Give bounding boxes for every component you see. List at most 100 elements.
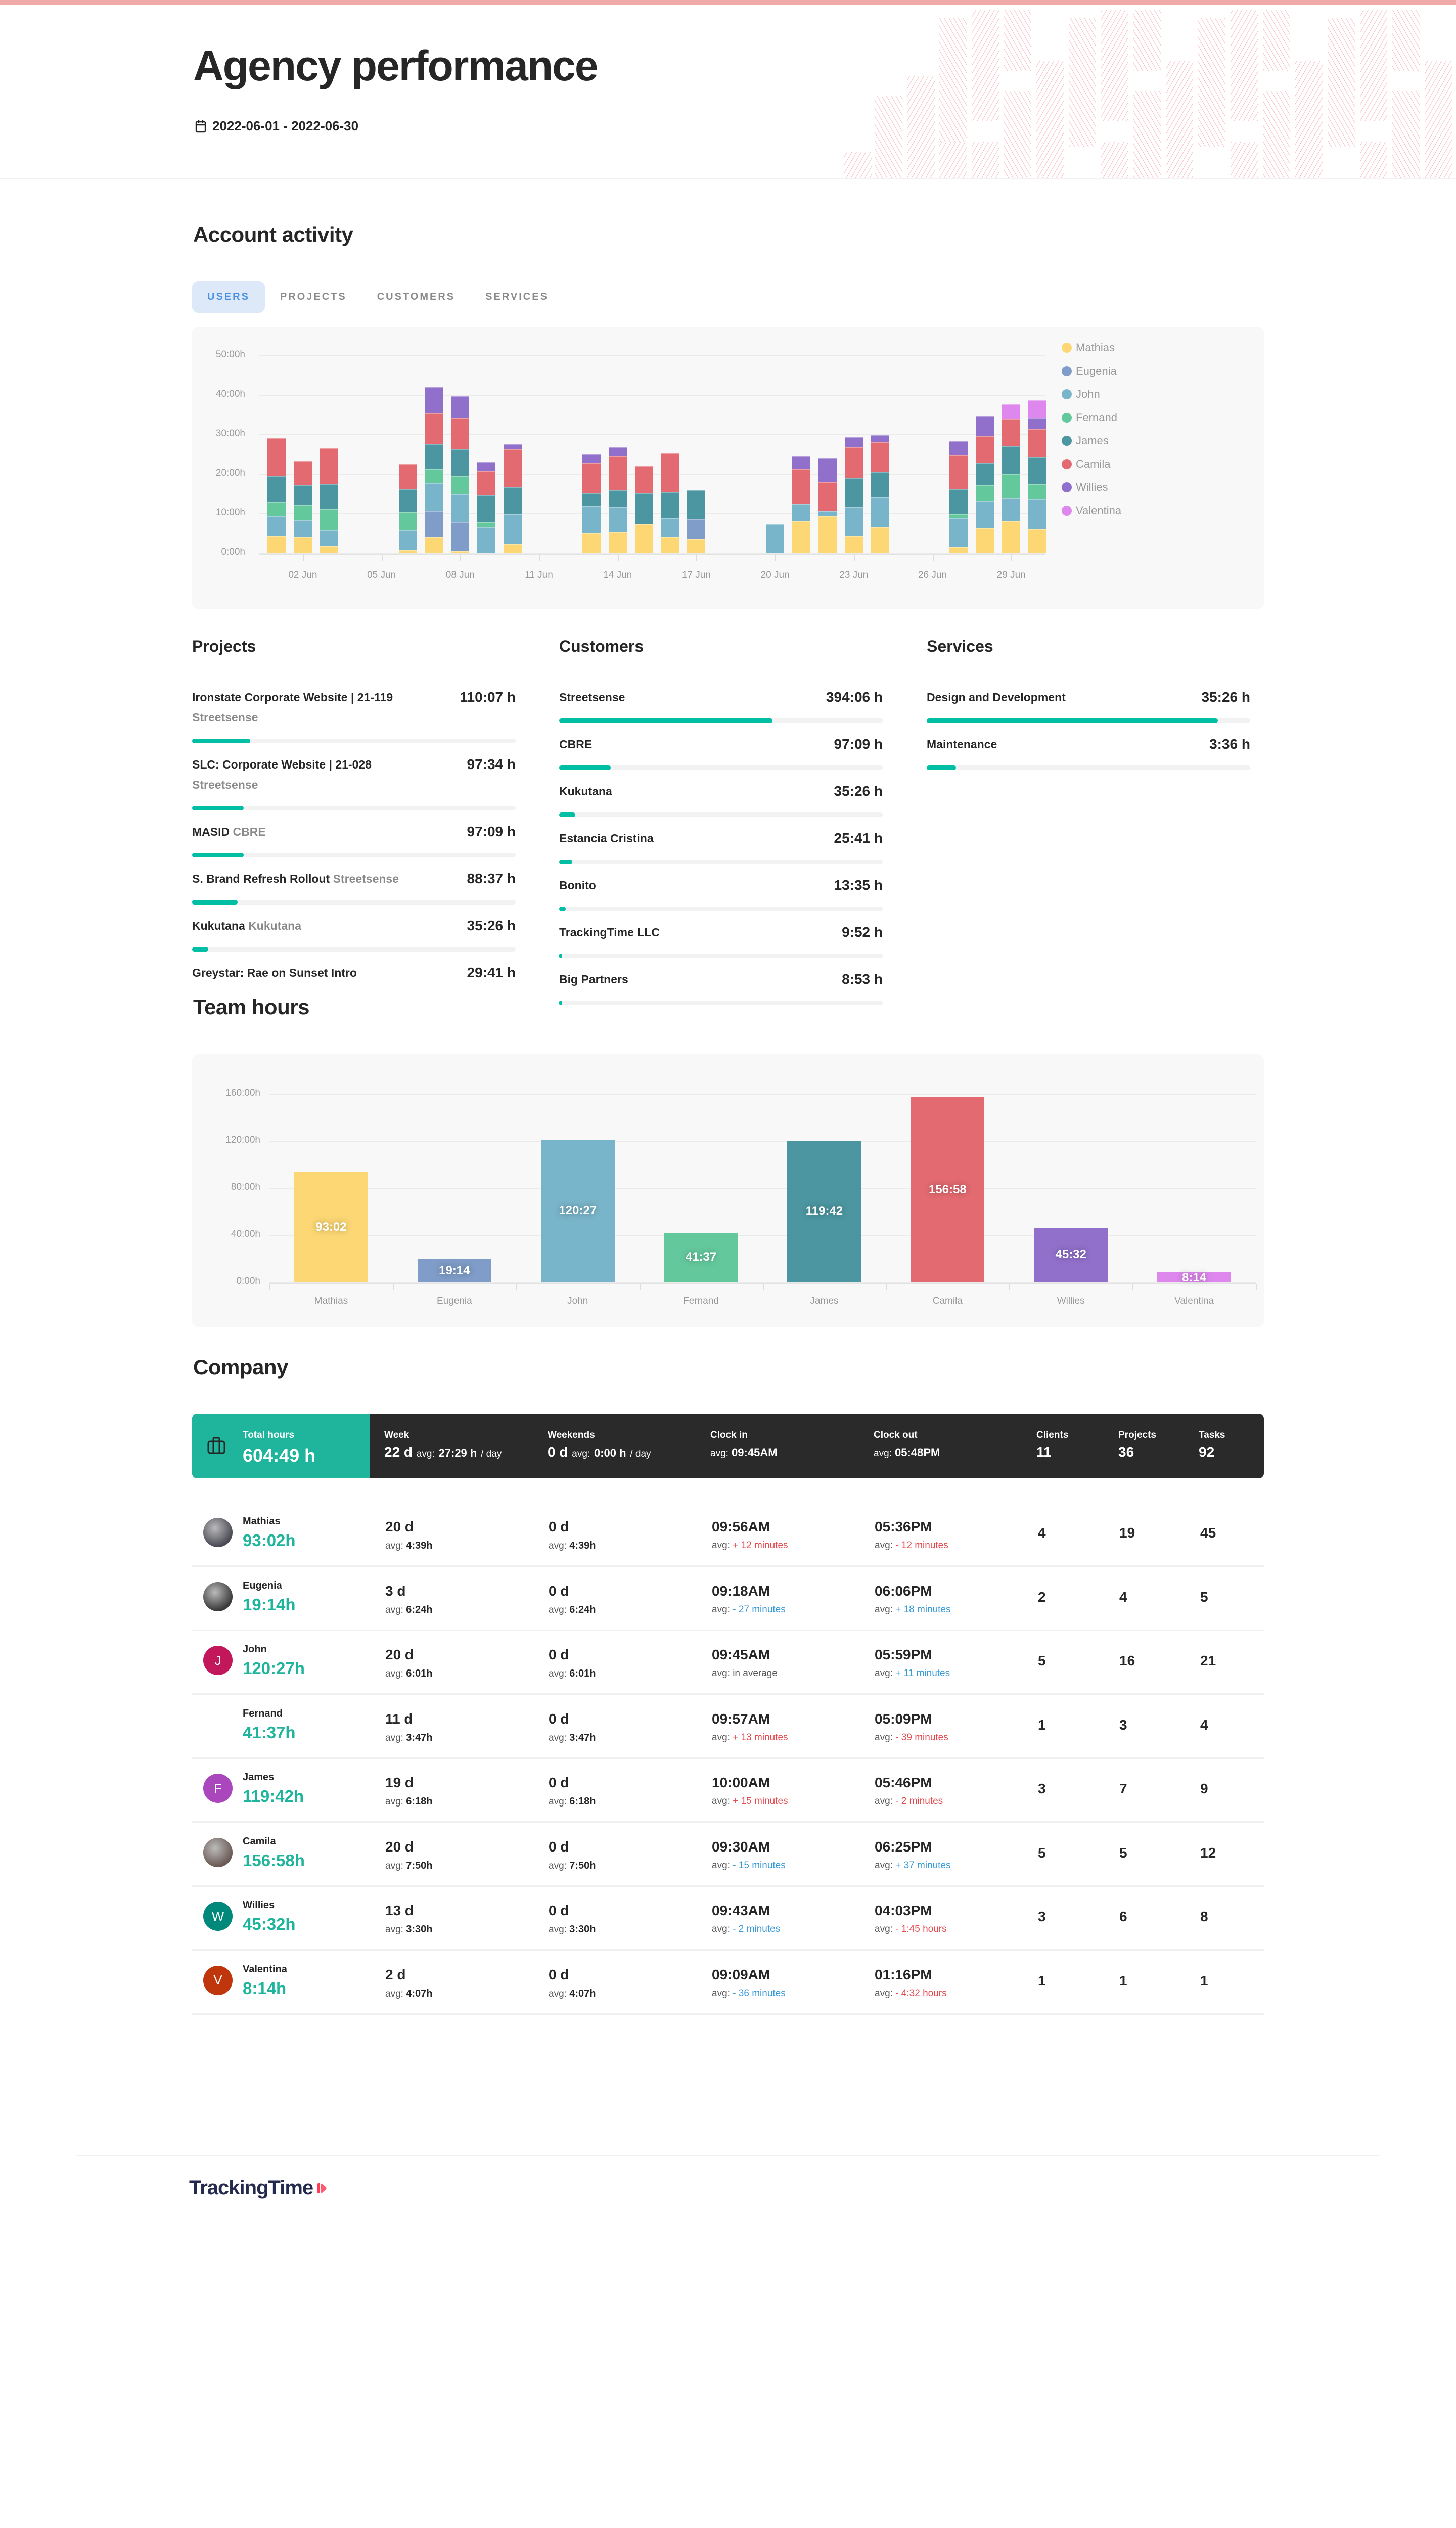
avg-value: 6:01h	[569, 1668, 596, 1679]
date-range[interactable]: 2022-06-01 - 2022-06-30	[195, 118, 358, 134]
stacked-bar[interactable]	[766, 524, 785, 553]
stacked-bar[interactable]	[451, 396, 470, 553]
bar-segment-fernand	[1028, 484, 1047, 499]
projects-list-item[interactable]: SLC: Corporate Website | 21-028 Streetse…	[192, 754, 516, 810]
projects-list-item[interactable]: Kukutana Kukutana 35:26 h	[192, 916, 516, 952]
stacked-bar[interactable]	[818, 458, 837, 553]
legend-item-valentina[interactable]: Valentina	[1062, 499, 1121, 522]
avg-prefix: avg:	[712, 1540, 733, 1551]
avg-value: 7:50h	[406, 1860, 433, 1871]
user-clients-count: 2	[1038, 1589, 1046, 1605]
stacked-bar[interactable]	[976, 416, 994, 553]
user-row[interactable]: W Willies 45:32h 13 d avg: 3:30h 0 d avg: 3:30…	[192, 1885, 1264, 1951]
team-bar-camila[interactable]	[911, 1097, 985, 1282]
legend-item-eugenia[interactable]: Eugenia	[1062, 359, 1121, 383]
user-row[interactable]: Camila 156:58h 20 d avg: 7:50h 0 d avg: 7:50h…	[192, 1822, 1264, 1887]
progress-track	[192, 806, 516, 810]
team-bar-james[interactable]	[787, 1141, 861, 1282]
stacked-bar[interactable]	[687, 490, 706, 553]
user-row[interactable]: J John 120:27h 20 d avg: 6:01h 0 d avg: 6:01h 0…	[192, 1630, 1264, 1695]
customers-list-item[interactable]: Estancia Cristina 25:41 h	[559, 828, 883, 864]
weekends-avg: 0:00 h	[594, 1447, 626, 1459]
customers-list-item[interactable]: TrackingTime LLC 9:52 h	[559, 922, 883, 958]
legend-label: Fernand	[1076, 411, 1117, 424]
stacked-bar[interactable]	[844, 436, 863, 553]
avatar-letter: F	[214, 1780, 222, 1796]
x-axis-tick: 14 Jun	[603, 570, 632, 580]
bar-segment-willies	[792, 456, 810, 469]
stacked-bar[interactable]	[634, 466, 653, 553]
user-name: Fernand	[243, 1707, 283, 1719]
progress-fill	[559, 765, 611, 770]
avg-value: 6:24h	[569, 1604, 596, 1615]
progress-track	[192, 853, 516, 857]
stacked-bar[interactable]	[661, 453, 679, 553]
stacked-bar[interactable]	[949, 441, 968, 553]
customers-list-item[interactable]: Bonito 13:35 h	[559, 875, 883, 911]
legend-label: James	[1076, 434, 1109, 447]
item-title: Design and Development	[927, 691, 1066, 704]
x-axis-tickmark	[392, 1284, 394, 1290]
user-row[interactable]: V Valentina 8:14h 2 d avg: 4:07h 0 d avg: 4:07…	[192, 1950, 1264, 2015]
stacked-bar[interactable]	[1028, 400, 1047, 553]
stacked-bar[interactable]	[871, 435, 889, 553]
stacked-bar[interactable]	[398, 464, 417, 553]
customers-list-item[interactable]: Big Partners 8:53 h	[559, 969, 883, 1005]
tab-users[interactable]: USERS	[192, 281, 265, 313]
projects-list-item[interactable]: Greystar: Rae on Sunset Intro 29:41 h	[192, 963, 516, 983]
stacked-bar[interactable]	[1002, 403, 1021, 553]
stacked-bar[interactable]	[293, 461, 312, 553]
bar-segment-willies	[451, 396, 470, 419]
stacked-bar[interactable]	[267, 438, 286, 553]
team-bar-mathias[interactable]	[294, 1172, 368, 1282]
weekend-days: 0 d	[549, 1838, 569, 1855]
user-row[interactable]: F James 119:42h 19 d avg: 6:18h 0 d avg: 6:18h…	[192, 1757, 1264, 1823]
legend-item-james[interactable]: James	[1062, 429, 1121, 453]
user-projects-count: 19	[1119, 1525, 1135, 1541]
tab-services[interactable]: SERVICES	[485, 291, 549, 302]
trackingtime-logo[interactable]: TrackingTime	[189, 2177, 327, 2199]
services-title: Services	[927, 637, 993, 655]
services-list-item[interactable]: Maintenance 3:36 h	[927, 734, 1250, 770]
projects-list-item[interactable]: S. Brand Refresh Rollout Streetsense 88:3…	[192, 869, 516, 905]
bar-segment-eugenia	[687, 518, 706, 540]
item-title: Ironstate Corporate Website | 21-119	[192, 691, 393, 704]
user-row[interactable]: Eugenia 19:14h 3 d avg: 6:24h 0 d avg: 6:24h 0…	[192, 1566, 1264, 1631]
user-row[interactable]: Mathias 93:02h 20 d avg: 4:39h 0 d avg: 4:39h…	[192, 1502, 1264, 1567]
stacked-bar[interactable]	[425, 387, 443, 553]
bar-segment-john	[976, 501, 994, 529]
clock-in-time: 09:30AM	[712, 1838, 770, 1855]
diff-value: + 13 minutes	[733, 1732, 788, 1743]
legend-item-willies[interactable]: Willies	[1062, 476, 1121, 499]
services-list-item[interactable]: Design and Development 35:26 h	[927, 687, 1250, 723]
tab-customers[interactable]: CUSTOMERS	[377, 291, 456, 302]
customers-list-item[interactable]: Streetsense 394:06 h	[559, 687, 883, 723]
legend-item-camila[interactable]: Camila	[1062, 453, 1121, 476]
stacked-bar[interactable]	[608, 447, 627, 553]
user-row[interactable]: Fernand 41:37h 11 d avg: 3:47h 0 d avg: 3:47h…	[192, 1694, 1264, 1759]
legend-item-fernand[interactable]: Fernand	[1062, 406, 1121, 429]
customers-list-item[interactable]: Kukutana 35:26 h	[559, 781, 883, 817]
stacked-bar[interactable]	[504, 444, 522, 553]
bar-segment-camila	[1028, 429, 1047, 457]
account-activity-chart	[192, 327, 1264, 609]
list-item-name: Maintenance	[927, 734, 997, 754]
team-bar-eugenia[interactable]	[417, 1259, 491, 1282]
stacked-bar[interactable]	[582, 454, 601, 553]
bar-segment-camila	[451, 418, 470, 450]
team-bar-john[interactable]	[540, 1140, 615, 1282]
tab-projects[interactable]: PROJECTS	[280, 291, 347, 302]
team-bar-valentina[interactable]	[1157, 1272, 1232, 1282]
projects-list-item[interactable]: Ironstate Corporate Website | 21-119 Str…	[192, 687, 516, 743]
team-bar-willies[interactable]	[1034, 1228, 1108, 1282]
stacked-bar[interactable]	[477, 461, 496, 553]
legend-item-john[interactable]: John	[1062, 383, 1121, 406]
legend-item-mathias[interactable]: Mathias	[1062, 336, 1121, 359]
bar-segment-camila	[398, 464, 417, 489]
team-bar-fernand[interactable]	[664, 1233, 738, 1282]
stacked-bar[interactable]	[792, 456, 810, 553]
projects-list-item[interactable]: MASID CBRE 97:09 h	[192, 822, 516, 857]
stacked-bar[interactable]	[320, 447, 338, 553]
user-projects-count: 6	[1119, 1909, 1127, 1924]
customers-list-item[interactable]: CBRE 97:09 h	[559, 734, 883, 770]
